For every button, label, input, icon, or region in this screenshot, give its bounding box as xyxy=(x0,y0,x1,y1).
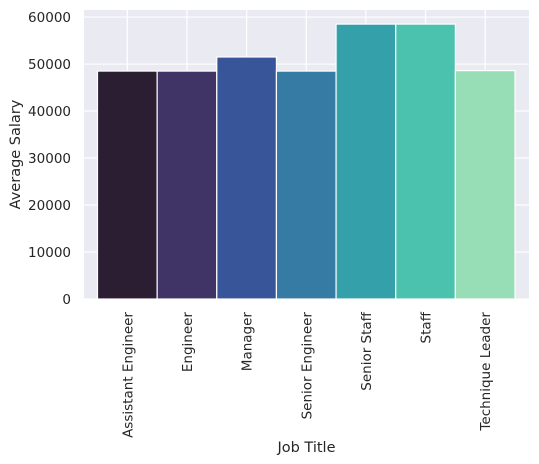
bar-technique-leader xyxy=(455,71,515,299)
x-tick-label: Senior Staff xyxy=(359,311,375,390)
y-tick-label: 60000 xyxy=(28,10,71,26)
bar-staff xyxy=(396,24,456,299)
y-tick-label: 20000 xyxy=(28,198,71,214)
y-tick-label: 10000 xyxy=(28,245,71,261)
x-tick-label: Technique Leader xyxy=(478,312,494,432)
x-tick-label: Manager xyxy=(240,312,256,372)
bar-manager xyxy=(217,57,277,299)
y-tick-labels: 0 10000 20000 30000 40000 50000 60000 xyxy=(28,10,71,308)
bar-senior-engineer xyxy=(276,71,336,299)
x-tick-label: Engineer xyxy=(180,312,196,373)
y-axis-label: Average Salary xyxy=(8,99,24,209)
x-tick-label: Assistant Engineer xyxy=(120,312,136,438)
y-tick-label: 30000 xyxy=(28,151,71,167)
x-tick-labels: Assistant Engineer Engineer Manager Senior … xyxy=(120,311,494,438)
y-tick-label: 0 xyxy=(62,292,71,308)
y-tick-label: 50000 xyxy=(28,57,71,73)
x-axis-label: Job Title xyxy=(276,440,335,456)
bar-engineer xyxy=(157,71,217,299)
y-tick-label: 40000 xyxy=(28,104,71,120)
bar-assistant-engineer xyxy=(98,71,158,299)
x-tick-label: Senior Engineer xyxy=(299,312,315,420)
x-tick-label: Staff xyxy=(419,311,435,343)
bar-senior-staff xyxy=(336,24,396,299)
